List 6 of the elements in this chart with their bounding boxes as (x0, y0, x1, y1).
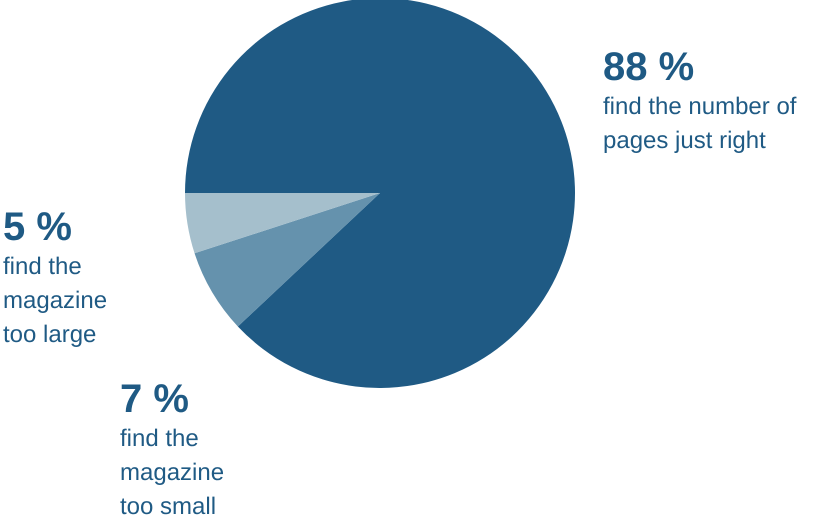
slice-label: find the magazine too large (3, 252, 108, 350)
slice-label: find the magazine too small (120, 424, 226, 522)
slice-label: find the number of pages just right (603, 92, 798, 156)
data-label: 7 % (120, 376, 190, 422)
data-label: 5 % (3, 204, 73, 250)
data-label: 88 % (603, 44, 696, 90)
